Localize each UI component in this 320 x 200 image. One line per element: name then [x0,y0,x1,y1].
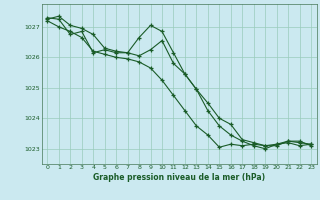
X-axis label: Graphe pression niveau de la mer (hPa): Graphe pression niveau de la mer (hPa) [93,173,265,182]
